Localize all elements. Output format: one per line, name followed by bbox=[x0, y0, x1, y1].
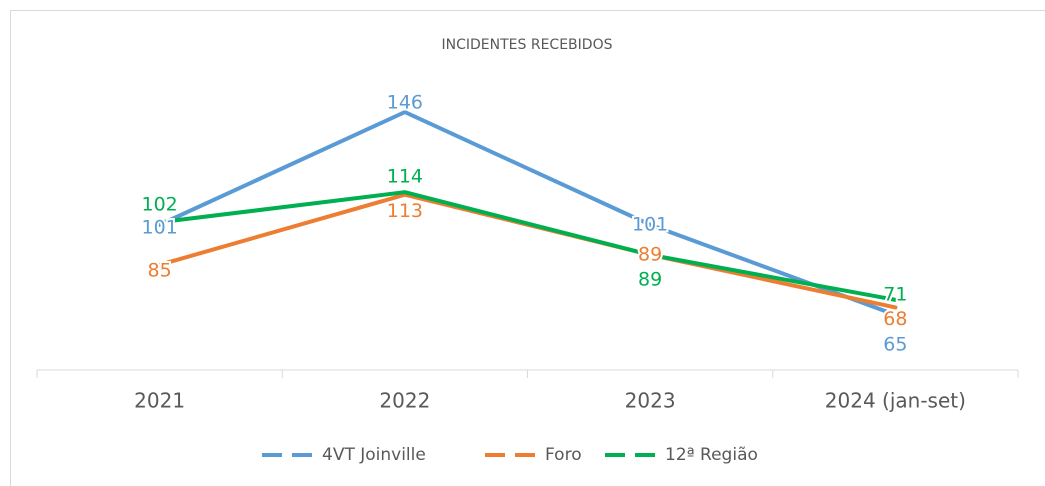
legend-label: 4VT Joinville bbox=[322, 445, 426, 465]
chart-title: INCIDENTES RECEBIDOS bbox=[442, 37, 613, 53]
data-label: 113 bbox=[387, 200, 423, 222]
series-line bbox=[157, 109, 898, 317]
x-tick-label: 2022 bbox=[379, 389, 430, 413]
data-label: 85 bbox=[148, 259, 172, 281]
x-tick-label: 2024 (jan-set) bbox=[825, 389, 966, 413]
x-tick-label: 2021 bbox=[134, 389, 185, 413]
data-label: 71 bbox=[883, 283, 907, 305]
legend-label: Foro bbox=[545, 445, 582, 465]
data-label: 101 bbox=[632, 213, 668, 235]
data-label: 68 bbox=[883, 308, 907, 330]
chart-frame bbox=[10, 10, 1045, 486]
data-label: 101 bbox=[141, 216, 177, 238]
data-label: 65 bbox=[883, 333, 907, 355]
series-line bbox=[157, 190, 898, 302]
legend-label: 12ª Região bbox=[665, 445, 758, 465]
data-label: 89 bbox=[638, 268, 662, 290]
data-label: 102 bbox=[141, 194, 177, 216]
x-tick-label: 2023 bbox=[625, 389, 676, 413]
data-label: 146 bbox=[387, 92, 423, 114]
data-label: 114 bbox=[387, 166, 423, 188]
data-label: 89 bbox=[638, 243, 662, 265]
